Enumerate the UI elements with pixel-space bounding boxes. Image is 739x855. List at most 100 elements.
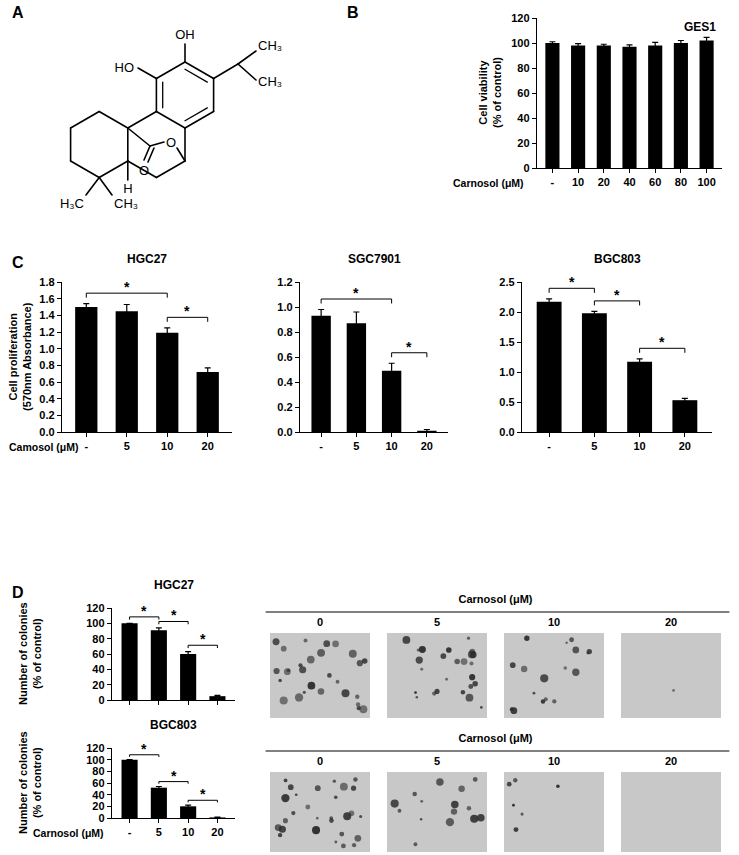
svg-text:Cell proliferation(570nm Absor: Cell proliferation(570nm Absorbance)	[7, 302, 33, 411]
svg-text:*: *	[569, 274, 575, 290]
svg-text:-: -	[551, 176, 555, 188]
svg-text:*: *	[184, 303, 190, 319]
svg-text:-: -	[319, 440, 323, 452]
svg-text:20: 20	[92, 800, 104, 812]
svg-text:5: 5	[353, 440, 359, 452]
svg-text:0.0: 0.0	[499, 426, 514, 438]
svg-text:CH₃: CH₃	[258, 74, 282, 89]
svg-text:1.6: 1.6	[39, 293, 54, 305]
svg-text:1.0: 1.0	[277, 301, 292, 313]
svg-text:10: 10	[385, 440, 397, 452]
svg-text:*: *	[141, 603, 147, 619]
svg-text:H: H	[123, 181, 132, 196]
svg-text:Number of colonies(% of contro: Number of colonies(% of control)	[17, 731, 43, 834]
svg-text:0.6: 0.6	[39, 376, 54, 388]
svg-text:0.0: 0.0	[39, 426, 54, 438]
svg-text:*: *	[124, 279, 130, 295]
svg-text:*: *	[200, 631, 206, 647]
svg-text:5: 5	[591, 440, 597, 452]
svg-text:20: 20	[517, 137, 529, 149]
svg-text:Carnosol (μM): Carnosol (μM)	[459, 732, 533, 744]
svg-text:10: 10	[572, 176, 584, 188]
svg-text:80: 80	[92, 765, 104, 777]
svg-text:H₃C: H₃C	[60, 196, 84, 211]
svg-text:20: 20	[211, 826, 223, 838]
svg-text:10: 10	[548, 616, 560, 628]
svg-text:20: 20	[665, 755, 677, 767]
svg-text:A: A	[12, 4, 24, 21]
svg-text:80: 80	[675, 176, 687, 188]
svg-text:-: -	[547, 440, 551, 452]
svg-text:Camosol (μM): Camosol (μM)	[9, 441, 78, 453]
svg-text:*: *	[141, 741, 147, 757]
svg-text:1.4: 1.4	[39, 309, 55, 321]
svg-text:Carnosol (μM): Carnosol (μM)	[459, 593, 533, 605]
svg-text:10: 10	[548, 755, 560, 767]
svg-text:SGC7901: SGC7901	[348, 252, 401, 266]
svg-text:Cell viability(% of control): Cell viability(% of control)	[477, 57, 503, 128]
svg-text:0: 0	[98, 812, 104, 824]
svg-text:BGC803: BGC803	[150, 718, 197, 732]
svg-text:HO: HO	[115, 60, 135, 75]
svg-text:*: *	[659, 334, 665, 350]
svg-text:40: 40	[92, 663, 104, 675]
svg-text:5: 5	[156, 826, 162, 838]
svg-text:BGC803: BGC803	[594, 252, 641, 266]
svg-text:0.6: 0.6	[277, 351, 292, 363]
svg-text:100: 100	[511, 37, 529, 49]
svg-text:*: *	[614, 287, 620, 303]
svg-text:1.5: 1.5	[499, 336, 514, 348]
svg-text:Carnosol (μM): Carnosol (μM)	[453, 177, 524, 189]
svg-text:20: 20	[202, 440, 214, 452]
svg-text:HGC27: HGC27	[127, 252, 167, 266]
svg-text:*: *	[353, 285, 359, 301]
svg-text:OH: OH	[175, 27, 195, 42]
svg-text:-: -	[84, 440, 88, 452]
svg-text:20: 20	[665, 616, 677, 628]
svg-text:60: 60	[517, 87, 529, 99]
svg-text:O: O	[166, 135, 176, 150]
svg-text:D: D	[12, 584, 24, 601]
svg-text:60: 60	[92, 777, 104, 789]
svg-text:0.8: 0.8	[277, 326, 292, 338]
svg-text:0.2: 0.2	[39, 409, 54, 421]
svg-text:0.2: 0.2	[277, 401, 292, 413]
svg-text:20: 20	[92, 679, 104, 691]
svg-text:1.0: 1.0	[39, 343, 54, 355]
svg-text:5: 5	[434, 755, 440, 767]
svg-text:B: B	[347, 4, 359, 21]
svg-text:0.0: 0.0	[277, 426, 292, 438]
svg-text:*: *	[200, 786, 206, 802]
svg-text:0: 0	[98, 694, 104, 706]
svg-text:Number of colonies(% of contro: Number of colonies(% of control)	[17, 602, 43, 705]
svg-text:120: 120	[86, 602, 104, 614]
svg-text:0.4: 0.4	[277, 376, 293, 388]
svg-text:GES1: GES1	[684, 20, 716, 34]
svg-text:1.8: 1.8	[39, 276, 54, 288]
svg-text:10: 10	[633, 440, 645, 452]
svg-text:100: 100	[86, 617, 104, 629]
svg-text:2.0: 2.0	[499, 306, 514, 318]
svg-text:HGC27: HGC27	[154, 578, 194, 592]
svg-text:100: 100	[86, 754, 104, 766]
svg-text:40: 40	[623, 176, 635, 188]
svg-text:0: 0	[317, 616, 323, 628]
svg-text:40: 40	[517, 112, 529, 124]
svg-text:1.2: 1.2	[39, 326, 54, 338]
svg-text:*: *	[406, 339, 412, 355]
svg-text:0.4: 0.4	[39, 393, 55, 405]
svg-text:5: 5	[434, 616, 440, 628]
svg-text:CH₃: CH₃	[114, 196, 138, 211]
svg-text:5: 5	[124, 440, 130, 452]
svg-text:-: -	[128, 826, 132, 838]
svg-text:60: 60	[92, 648, 104, 660]
svg-text:2.5: 2.5	[499, 276, 514, 288]
svg-text:*: *	[171, 607, 177, 623]
svg-text:100: 100	[697, 176, 715, 188]
svg-text:*: *	[171, 768, 177, 784]
svg-text:80: 80	[517, 62, 529, 74]
svg-text:1.2: 1.2	[277, 276, 292, 288]
svg-text:120: 120	[86, 742, 104, 754]
svg-text:10: 10	[182, 826, 194, 838]
svg-text:C: C	[12, 254, 24, 271]
